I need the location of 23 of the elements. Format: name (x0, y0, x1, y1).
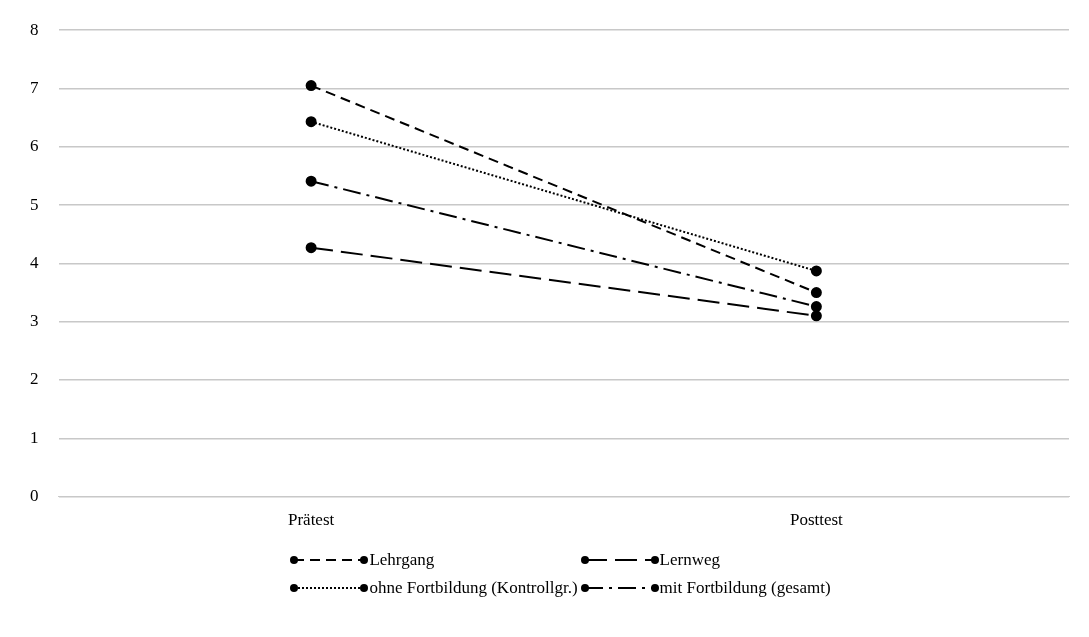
point (305, 80, 317, 92)
point (810, 287, 822, 299)
y-tick-label: 1 (30, 427, 39, 447)
y-tick-label: 5 (30, 194, 39, 214)
y-tick-label: 4 (30, 252, 39, 272)
y-tick-label: 6 (30, 136, 39, 156)
point (810, 301, 822, 313)
y-tick-label: 3 (30, 311, 39, 331)
y-tick-label: 2 (30, 369, 39, 389)
y-tick-label: 0 (30, 486, 39, 506)
point (810, 310, 822, 322)
y-tick-label: 7 (30, 77, 39, 97)
x-tick-label: Prätest (287, 510, 335, 530)
point (305, 116, 317, 128)
legend-label: Lernweg (659, 550, 722, 570)
point (305, 242, 317, 254)
legend-label: Lehrgang (369, 550, 436, 570)
point (305, 175, 317, 187)
x-tick-label: Posttest (789, 510, 844, 530)
point (810, 265, 822, 277)
y-tick-label: 8 (30, 19, 39, 39)
legend-label: ohne Fortbildung (Kontrollgr.) (369, 578, 578, 598)
legend-label: mit Fortbildung (gesamt) (659, 578, 832, 598)
